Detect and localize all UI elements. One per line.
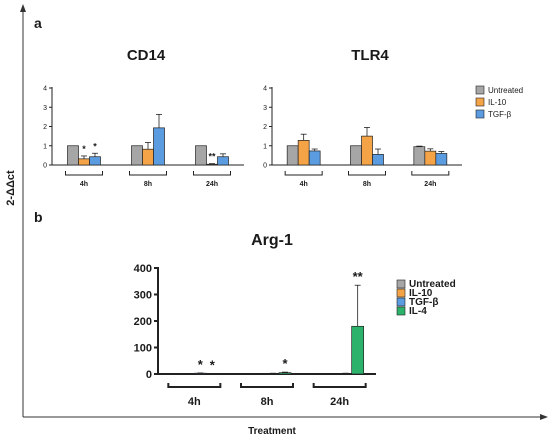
cd14-bar-il-10-24h [206, 163, 218, 166]
arg-1-y-tick-label-300: 300 [134, 290, 152, 302]
arg-1-y-tick-label-100: 100 [134, 343, 152, 355]
cd14-bar-il-10-4h [78, 158, 90, 166]
arg-1-bar-il-4-24h [351, 325, 365, 375]
cd14-group-label-24h: 24h [206, 181, 218, 188]
cd14-group-label-4h: 4h [80, 181, 88, 188]
tlr4-bracket-4h [284, 171, 323, 176]
cd14-bar-untreated-8h [131, 145, 143, 166]
cd14-bar-il-10-8h [142, 148, 154, 166]
cd14-bar-tgf-24h [217, 156, 229, 166]
chart-tlr4: TLR4 0 1 2 3 4 4h 8h 24h Untreated IL-10 TGF-β [263, 47, 523, 188]
arg-1-legend-label-tgf: TGF-β [409, 297, 438, 308]
arg-1-bracket-24h [312, 383, 367, 388]
arg-1-significance-3: ** [353, 269, 364, 284]
tlr4-bar-untreated-24h [413, 146, 426, 166]
outer-x-arrow [540, 414, 548, 420]
arg-1-bar-untreated-24h [315, 373, 329, 375]
cd14-significance-0: * [82, 144, 86, 154]
tlr4-bracket-24h [411, 171, 450, 176]
cd14-bracket-4h [65, 171, 103, 176]
tlr4-bar-il-10-24h [424, 150, 437, 166]
arg-1-group-label-24h: 24h [330, 396, 349, 408]
arg-1-title: Arg-1 [251, 232, 293, 249]
tlr4-legend-label-il-10: IL-10 [488, 98, 507, 107]
tlr4-y-tick-label-3: 3 [263, 105, 267, 112]
tlr4-legend-label-untreated: Untreated [488, 86, 523, 95]
tlr4-bar-tgf-8h [372, 154, 384, 166]
tlr4-bar-il-10-8h [361, 135, 373, 166]
cd14-y-tick-label-4: 4 [43, 86, 47, 93]
tlr4-legend-label-tgf: TGF-β [488, 110, 512, 119]
cd14-title: CD14 [127, 47, 166, 64]
arg-1-legend-swatch-il-10 [396, 288, 406, 298]
arg-1-group-label-8h: 8h [261, 396, 274, 408]
arg-1-bracket-4h [167, 383, 222, 388]
tlr4-bar-tgf-4h [308, 150, 321, 166]
arg-1-legend-swatch-il-4 [396, 306, 406, 316]
tlr4-group-label-24h: 24h [424, 181, 436, 188]
tlr4-bar-untreated-4h [286, 145, 299, 166]
tlr4-y-tick-label-0: 0 [263, 163, 267, 170]
cd14-bar-untreated-4h [67, 145, 79, 166]
cd14-y-tick-label-3: 3 [43, 105, 47, 112]
cd14-bar-tgf-4h [89, 156, 101, 166]
tlr4-legend-swatch-il-10 [475, 97, 485, 107]
cd14-bar-tgf-8h [153, 127, 165, 166]
outer-y-arrow [20, 4, 26, 12]
arg-1-group-label-4h: 4h [188, 396, 201, 408]
arg-1-legend-label-il-4: IL-4 [409, 306, 427, 317]
cd14-bracket-24h [193, 171, 231, 176]
tlr4-group-label-8h: 8h [363, 181, 371, 188]
cd14-group-label-8h: 8h [144, 181, 152, 188]
x-axis-label: Treatment [248, 426, 296, 437]
tlr4-group-label-4h: 4h [300, 181, 308, 188]
tlr4-y-tick-label-4: 4 [263, 86, 267, 93]
arg-1-legend-label-untreated: Untreated [409, 279, 456, 290]
arg-1-y-tick-label-400: 400 [134, 263, 152, 275]
cd14-bar-untreated-24h [195, 145, 207, 166]
arg-1-bar-il-4-8h [278, 372, 292, 375]
tlr4-bar-untreated-8h [350, 145, 362, 166]
cd14-y-tick-label-1: 1 [43, 143, 47, 150]
arg-1-legend-swatch-untreated [396, 279, 406, 289]
tlr4-legend-swatch-untreated [475, 85, 485, 95]
cd14-y-tick-label-0: 0 [43, 163, 47, 170]
arg-1-significance-1: * [210, 357, 216, 372]
arg-1-legend-label-il-10: IL-10 [409, 288, 433, 299]
arg-1-significance-0: * [198, 357, 204, 372]
cd14-bracket-8h [129, 171, 167, 176]
arg-1-y-tick-label-200: 200 [134, 316, 152, 328]
arg-1-bracket-8h [240, 383, 294, 388]
panel-b-label: b [34, 209, 43, 225]
cd14-significance-1: * [93, 141, 97, 151]
tlr4-legend-swatch-tgf [475, 109, 485, 119]
arg-1-bar-untreated-4h [169, 373, 183, 375]
tlr4-title: TLR4 [351, 47, 389, 64]
panel-a-label: a [34, 15, 42, 31]
tlr4-y-tick-label-1: 1 [263, 143, 267, 150]
tlr4-y-tick-label-2: 2 [263, 124, 267, 131]
tlr4-bar-tgf-24h [435, 153, 448, 166]
outer-frame [20, 4, 548, 420]
tlr4-bracket-8h [348, 171, 386, 176]
cd14-significance-2: ** [208, 152, 216, 162]
arg-1-y-tick-label-0: 0 [146, 369, 152, 381]
tlr4-bar-il-10-4h [297, 140, 310, 166]
y-axis-label: 2-ΔΔct [5, 170, 17, 206]
arg-1-legend-swatch-tgf [396, 297, 406, 307]
arg-1-bar-untreated-8h [242, 373, 256, 375]
arg-1-significance-2: * [282, 356, 288, 371]
cd14-y-tick-label-2: 2 [43, 124, 47, 131]
